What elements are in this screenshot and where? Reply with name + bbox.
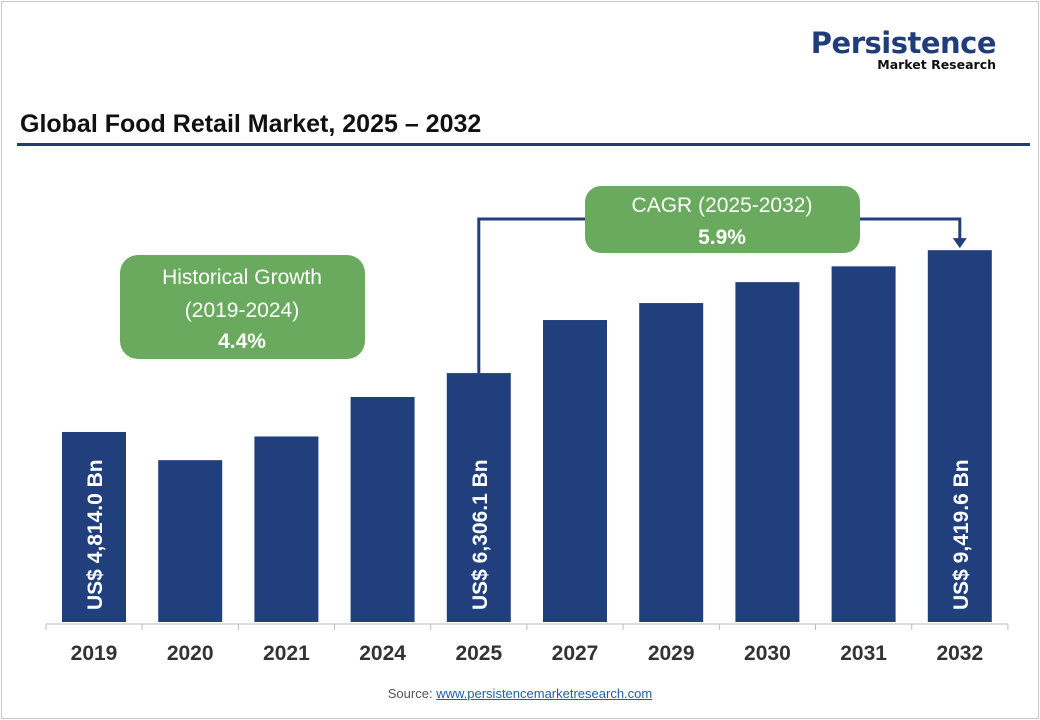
data-label: US$ 4,814.0 Bn	[84, 459, 107, 610]
data-label: US$ 6,306.1 Bn	[469, 459, 492, 610]
chart-title: Global Food Retail Market, 2025 – 2032	[20, 110, 482, 138]
bar-2021	[254, 436, 319, 622]
cagr-label: CAGR (2025-2032)	[632, 194, 813, 217]
bar-2032	[927, 250, 992, 622]
arrow-head-icon	[952, 238, 967, 249]
x-tick-label: 2030	[744, 642, 791, 665]
source-note: Source: www.persistencemarketresearch.co…	[0, 686, 1040, 701]
title-divider	[17, 143, 1030, 146]
bar-2019	[62, 431, 126, 622]
bar-2025	[446, 373, 511, 622]
x-tick-label: 2027	[552, 642, 599, 665]
historical-growth-label: Historical Growth	[162, 266, 322, 289]
logo: Persistence Market Research	[810, 26, 997, 72]
x-tick-label: 2019	[71, 642, 118, 665]
source-label: Source:	[387, 686, 433, 701]
bar-2031	[831, 266, 896, 622]
historical-growth-value: 4.4%	[218, 330, 266, 353]
x-tick-label: 2020	[167, 642, 214, 665]
x-tick-label: 2024	[359, 642, 406, 665]
data-label: US$ 9,419.6 Bn	[950, 459, 973, 610]
historical-growth-box	[120, 255, 365, 359]
logo-subtitle: Market Research	[877, 57, 996, 72]
cagr-value: 5.9%	[698, 226, 746, 249]
cagr-box	[585, 186, 860, 253]
x-tick-label: 2029	[648, 642, 695, 665]
bar-2030	[735, 282, 800, 622]
logo-name: Persistence	[810, 26, 997, 60]
x-tick-label: 2032	[936, 642, 983, 665]
x-tick-label: 2021	[263, 642, 310, 665]
bar-2029	[639, 303, 704, 622]
historical-growth-period: (2019-2024)	[185, 299, 299, 322]
x-tick-label: 2031	[840, 642, 887, 665]
source-link[interactable]: www.persistencemarketresearch.com	[436, 686, 653, 701]
bar-2027	[543, 320, 607, 622]
bar-2020	[158, 460, 223, 622]
bar-2024	[350, 397, 415, 622]
x-tick-label: 2025	[455, 642, 502, 665]
